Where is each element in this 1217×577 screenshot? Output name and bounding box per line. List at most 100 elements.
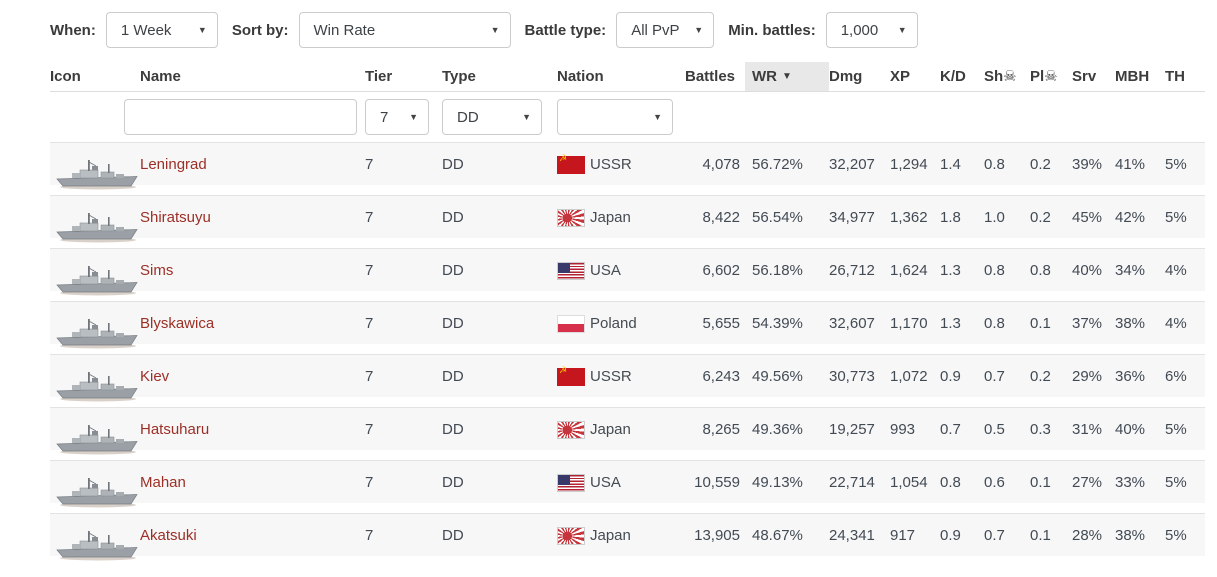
ship-name-link[interactable]: Blyskawica (140, 315, 215, 332)
main-battery-hit-cell: 41% (1115, 156, 1146, 173)
ships-destroyed-cell: 0.8 (984, 315, 1005, 332)
sort-by-select-value: Win Rate (313, 21, 376, 39)
table-row: Akatsuki 7 DD Japan 13,905 48.67% 24,341… (50, 513, 1205, 561)
battle-type-select[interactable]: All PvP ▼ (616, 12, 715, 48)
main-battery-hit-cell: 36% (1115, 368, 1146, 385)
main-battery-hit-cell: 33% (1115, 474, 1146, 491)
battles-cell: 6,602 (702, 262, 740, 279)
survival-cell: 28% (1072, 527, 1103, 544)
nation-label: USA (590, 474, 621, 491)
planes-destroyed-cell: 0.8 (1030, 262, 1051, 279)
torpedo-hit-cell: 5% (1165, 527, 1187, 544)
min-battles-filter-group: Min. battles: 1,000 ▼ (728, 12, 918, 48)
survival-cell: 39% (1072, 156, 1103, 173)
kd-ratio-cell: 0.8 (940, 474, 961, 491)
column-header-battles[interactable]: Battles (685, 62, 752, 91)
column-header-label: Sh☠ (984, 68, 1017, 85)
ships-destroyed-cell: 0.8 (984, 156, 1005, 173)
caret-down-icon: ▼ (490, 24, 500, 35)
column-header-xp[interactable]: XP (890, 62, 940, 91)
ship-icon-cell (50, 355, 140, 402)
column-header-mbh[interactable]: MBH (1115, 62, 1165, 91)
column-header-tier[interactable]: Tier (365, 62, 442, 91)
nation-flag-icon (557, 154, 585, 174)
caret-down-icon: ▼ (897, 24, 907, 35)
nation-cell: USSR (557, 154, 685, 174)
when-select-value: 1 Week (120, 21, 172, 39)
table-row: Sims 7 DD USA 6,602 56.18% 26,712 1,624 … (50, 248, 1205, 296)
column-header-icon[interactable]: Icon (50, 62, 140, 91)
nation-label: Poland (590, 315, 637, 332)
ship-name-link[interactable]: Sims (140, 262, 174, 279)
battles-cell: 10,559 (694, 474, 740, 491)
ship-name-link[interactable]: Kiev (140, 368, 170, 385)
main-battery-hit-cell: 38% (1115, 527, 1146, 544)
filter-bar: When: 1 Week ▼ Sort by: Win Rate ▼ Battl… (50, 12, 1205, 48)
ship-name-link[interactable]: Leningrad (140, 156, 207, 173)
ship-name-link[interactable]: Akatsuki (140, 527, 197, 544)
tier-cell: 7 (365, 209, 374, 226)
nation-cell: Japan (557, 526, 685, 545)
nation-cell: Japan (557, 208, 685, 227)
type-filter-select[interactable]: DD ▼ (442, 99, 542, 135)
table-filter-row: 7 ▼ DD ▼ ▼ (50, 92, 1205, 142)
ship-icon-cell (50, 196, 140, 243)
column-header-th[interactable]: TH (1165, 62, 1195, 91)
battles-cell: 5,655 (702, 315, 740, 332)
column-header-label: Nation (557, 67, 604, 85)
tier-cell: 7 (365, 474, 374, 491)
damage-cell: 34,977 (829, 209, 875, 226)
survival-cell: 31% (1072, 421, 1103, 438)
torpedo-hit-cell: 5% (1165, 474, 1187, 491)
kd-ratio-cell: 1.3 (940, 262, 961, 279)
sort-by-label: Sort by: (231, 21, 289, 39)
damage-cell: 26,712 (829, 262, 875, 279)
nation-label: USA (590, 262, 621, 279)
when-select[interactable]: 1 Week ▼ (105, 12, 218, 48)
damage-cell: 32,607 (829, 315, 875, 332)
table-row: Mahan 7 DD USA 10,559 49.13% 22,714 1,05… (50, 460, 1205, 508)
xp-cell: 993 (890, 421, 916, 438)
column-header-kd[interactable]: K/D (940, 62, 984, 91)
table-header-row: Icon Name Tier Type Nation Battles WR ▼ Dmg XP K/D… (50, 62, 1205, 92)
planes-destroyed-cell: 0.3 (1030, 421, 1051, 438)
nation-cell: USA (557, 473, 685, 492)
min-battles-select-value: 1,000 (840, 21, 879, 39)
table-row: Blyskawica 7 DD Poland 5,655 54.39% 32,6… (50, 301, 1205, 349)
planes-destroyed-cell: 0.2 (1030, 368, 1051, 385)
column-header-sh[interactable]: Sh☠ (984, 62, 1030, 91)
table-row: Hatsuharu 7 DD Japan 8,265 49.36% 19,257… (50, 407, 1205, 455)
xp-cell: 1,294 (890, 156, 928, 173)
table-row: Kiev 7 DD USSR 6,243 49.56% 30,773 1,072… (50, 354, 1205, 402)
torpedo-hit-cell: 4% (1165, 262, 1187, 279)
ship-name-link[interactable]: Hatsuharu (140, 421, 210, 438)
battles-cell: 13,905 (694, 527, 740, 544)
column-header-nation[interactable]: Nation (557, 62, 685, 91)
column-header-label: MBH (1115, 67, 1150, 85)
column-header-pl[interactable]: Pl☠ (1030, 62, 1072, 91)
ship-name-link[interactable]: Mahan (140, 474, 186, 491)
ship-icon (56, 319, 138, 349)
ship-icon (56, 266, 138, 296)
nation-filter-select[interactable]: ▼ (557, 99, 673, 135)
ships-table: Icon Name Tier Type Nation Battles WR ▼ Dmg XP K/D… (50, 62, 1205, 561)
nation-flag-icon (557, 473, 585, 492)
ship-name-link[interactable]: Shiratsuyu (140, 209, 211, 226)
battles-cell: 6,243 (702, 368, 740, 385)
column-header-srv[interactable]: Srv (1072, 62, 1115, 91)
tier-filter-select[interactable]: 7 ▼ (365, 99, 429, 135)
column-header-type[interactable]: Type (442, 62, 557, 91)
xp-cell: 1,054 (890, 474, 928, 491)
xp-cell: 1,072 (890, 368, 928, 385)
sort-by-select[interactable]: Win Rate ▼ (298, 12, 511, 48)
when-label: When: (50, 21, 96, 39)
min-battles-select[interactable]: 1,000 ▼ (825, 12, 918, 48)
column-header-name[interactable]: Name (140, 62, 365, 91)
column-header-wr[interactable]: WR ▼ (745, 62, 829, 91)
xp-cell: 1,362 (890, 209, 928, 226)
name-filter-input[interactable] (124, 99, 357, 135)
column-header-dmg[interactable]: Dmg (829, 62, 890, 91)
battles-cell: 8,422 (702, 209, 740, 226)
damage-cell: 24,341 (829, 527, 875, 544)
battle-type-select-value: All PvP (631, 21, 680, 39)
